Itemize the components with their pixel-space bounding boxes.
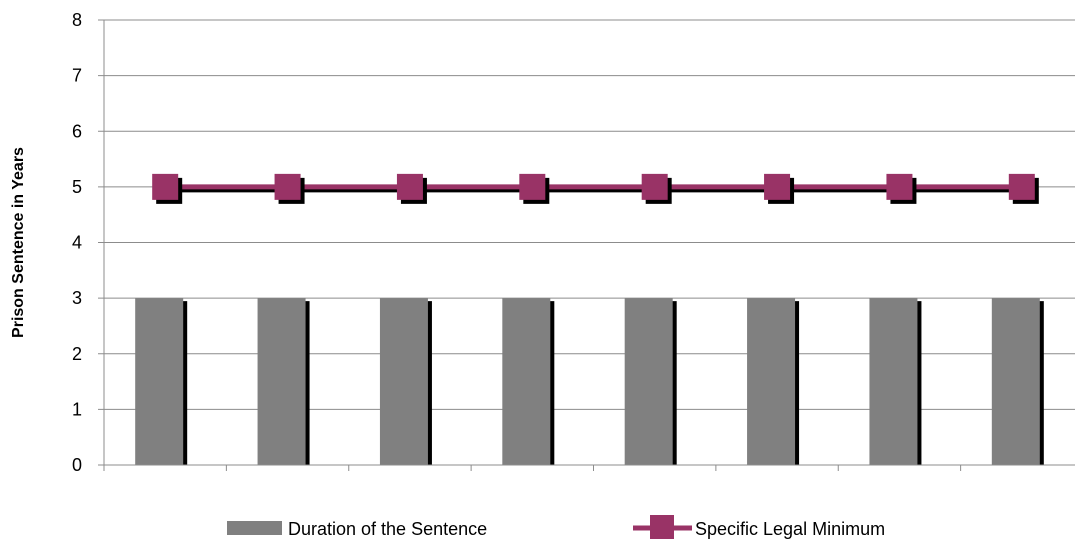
y-tick-label: 4 xyxy=(72,233,82,253)
legend-line-swatch xyxy=(633,515,692,539)
y-axis-ticks: 0 1 2 3 4 5 6 7 8 xyxy=(72,10,104,475)
line-marker xyxy=(519,174,545,200)
line-marker xyxy=(642,174,668,200)
line-marker xyxy=(764,174,790,200)
line-marker xyxy=(1009,174,1035,200)
line-marker xyxy=(397,174,423,200)
bar xyxy=(135,298,183,465)
line-marker xyxy=(886,174,912,200)
bar xyxy=(502,298,550,465)
bar xyxy=(380,298,428,465)
legend-line-marker xyxy=(650,515,674,539)
legend-line-label: Specific Legal Minimum xyxy=(695,519,885,539)
bar xyxy=(869,298,917,465)
legend-bar-label: Duration of the Sentence xyxy=(288,519,487,539)
legend: Duration of the Sentence Specific Legal … xyxy=(227,515,885,539)
bar-series xyxy=(135,298,1044,465)
line-marker xyxy=(152,174,178,200)
gridlines xyxy=(104,20,1075,409)
y-tick-label: 3 xyxy=(72,288,82,308)
bar xyxy=(258,298,306,465)
legend-bar-swatch xyxy=(227,521,282,535)
y-tick-label: 6 xyxy=(72,121,82,141)
y-tick-label: 2 xyxy=(72,344,82,364)
line-series xyxy=(152,174,1039,204)
y-tick-label: 0 xyxy=(72,455,82,475)
bar xyxy=(625,298,673,465)
y-tick-label: 7 xyxy=(72,66,82,86)
y-tick-label: 5 xyxy=(72,177,82,197)
bar xyxy=(747,298,795,465)
x-axis-ticks xyxy=(104,465,1075,471)
y-tick-label: 8 xyxy=(72,10,82,30)
bar xyxy=(992,298,1040,465)
y-tick-label: 1 xyxy=(72,399,82,419)
y-axis-title: Prison Sentence in Years xyxy=(10,147,27,338)
line-marker xyxy=(275,174,301,200)
